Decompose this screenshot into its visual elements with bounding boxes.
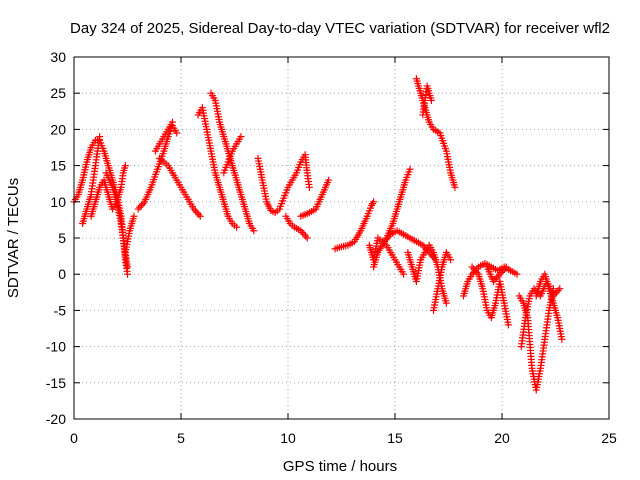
series-arc-12: [254, 151, 313, 217]
series-arc-19: [404, 241, 450, 307]
series-arc-11: [220, 133, 245, 177]
data-point: [442, 299, 450, 307]
data-point: [173, 129, 181, 137]
data-point: [124, 263, 131, 271]
y-tick-label: -10: [46, 339, 66, 355]
axis-ticks: -20 -15 -10 -5 0 5 10 15 20 25 30 0 5 10 15 20 25: [46, 49, 617, 446]
x-tick-label: 5: [177, 430, 185, 446]
series-arc-7: [151, 118, 176, 155]
y-tick-label: 25: [50, 85, 66, 101]
y-tick-label: 15: [50, 158, 66, 174]
series-arc-25: [483, 263, 510, 285]
data-point: [96, 133, 104, 141]
x-tick-label: 25: [601, 430, 617, 446]
data-point: [400, 270, 408, 278]
data-point: [196, 212, 204, 220]
series-arc-8: [156, 154, 204, 220]
series-arc-20: [430, 248, 455, 314]
data-point: [303, 234, 311, 242]
y-tick-label: -5: [54, 302, 67, 318]
x-tick-label: 15: [387, 430, 403, 446]
data-points: [70, 75, 566, 394]
series-arc-14: [297, 176, 333, 220]
data-point: [233, 223, 241, 231]
data-point: [406, 165, 414, 173]
series-arc-5: [121, 212, 138, 256]
data-point: [305, 183, 313, 191]
data-point: [451, 183, 459, 191]
x-tick-label: 20: [494, 430, 510, 446]
series-arc-10: [207, 89, 258, 235]
series-arc-27: [515, 285, 557, 394]
grid-lines: [74, 57, 609, 419]
y-tick-label: 10: [50, 194, 66, 210]
series-arc-28: [532, 270, 566, 343]
y-tick-label: -15: [46, 375, 66, 391]
data-point: [558, 335, 566, 343]
y-tick-label: 30: [50, 49, 66, 65]
series-arc-9: [194, 104, 241, 231]
series-arc-18: [382, 165, 414, 242]
series-arc-24: [468, 263, 512, 329]
y-tick-label: 5: [58, 230, 66, 246]
y-axis-label: SDTVAR / TECUs: [5, 178, 22, 298]
data-point: [168, 118, 176, 126]
data-point: [250, 227, 258, 235]
y-tick-label: -20: [46, 411, 66, 427]
series-arc-2: [79, 133, 104, 228]
series-arc-3: [87, 162, 129, 220]
x-tick-label: 10: [280, 430, 296, 446]
series-arc-13: [282, 212, 311, 242]
x-axis-label: GPS time / hours: [283, 458, 397, 475]
y-tick-label: 0: [58, 266, 66, 282]
series-arc-4: [102, 169, 131, 271]
x-tick-label: 0: [70, 430, 78, 446]
series-arc-22: [419, 82, 435, 119]
data-point: [513, 270, 521, 278]
data-point: [447, 256, 455, 264]
data-point: [124, 270, 131, 278]
data-point: [237, 133, 245, 141]
series-arc-21: [412, 75, 459, 191]
data-point: [556, 285, 564, 293]
data-point: [130, 212, 138, 220]
data-point: [370, 198, 378, 206]
data-point: [427, 96, 435, 104]
data-point: [502, 263, 510, 271]
data-point: [121, 162, 129, 170]
series-arc-15: [331, 198, 378, 253]
chart-title: Day 324 of 2025, Sidereal Day-to-day VTE…: [70, 20, 610, 37]
data-point: [504, 321, 512, 329]
data-point: [325, 176, 333, 184]
y-tick-label: 20: [50, 121, 66, 137]
